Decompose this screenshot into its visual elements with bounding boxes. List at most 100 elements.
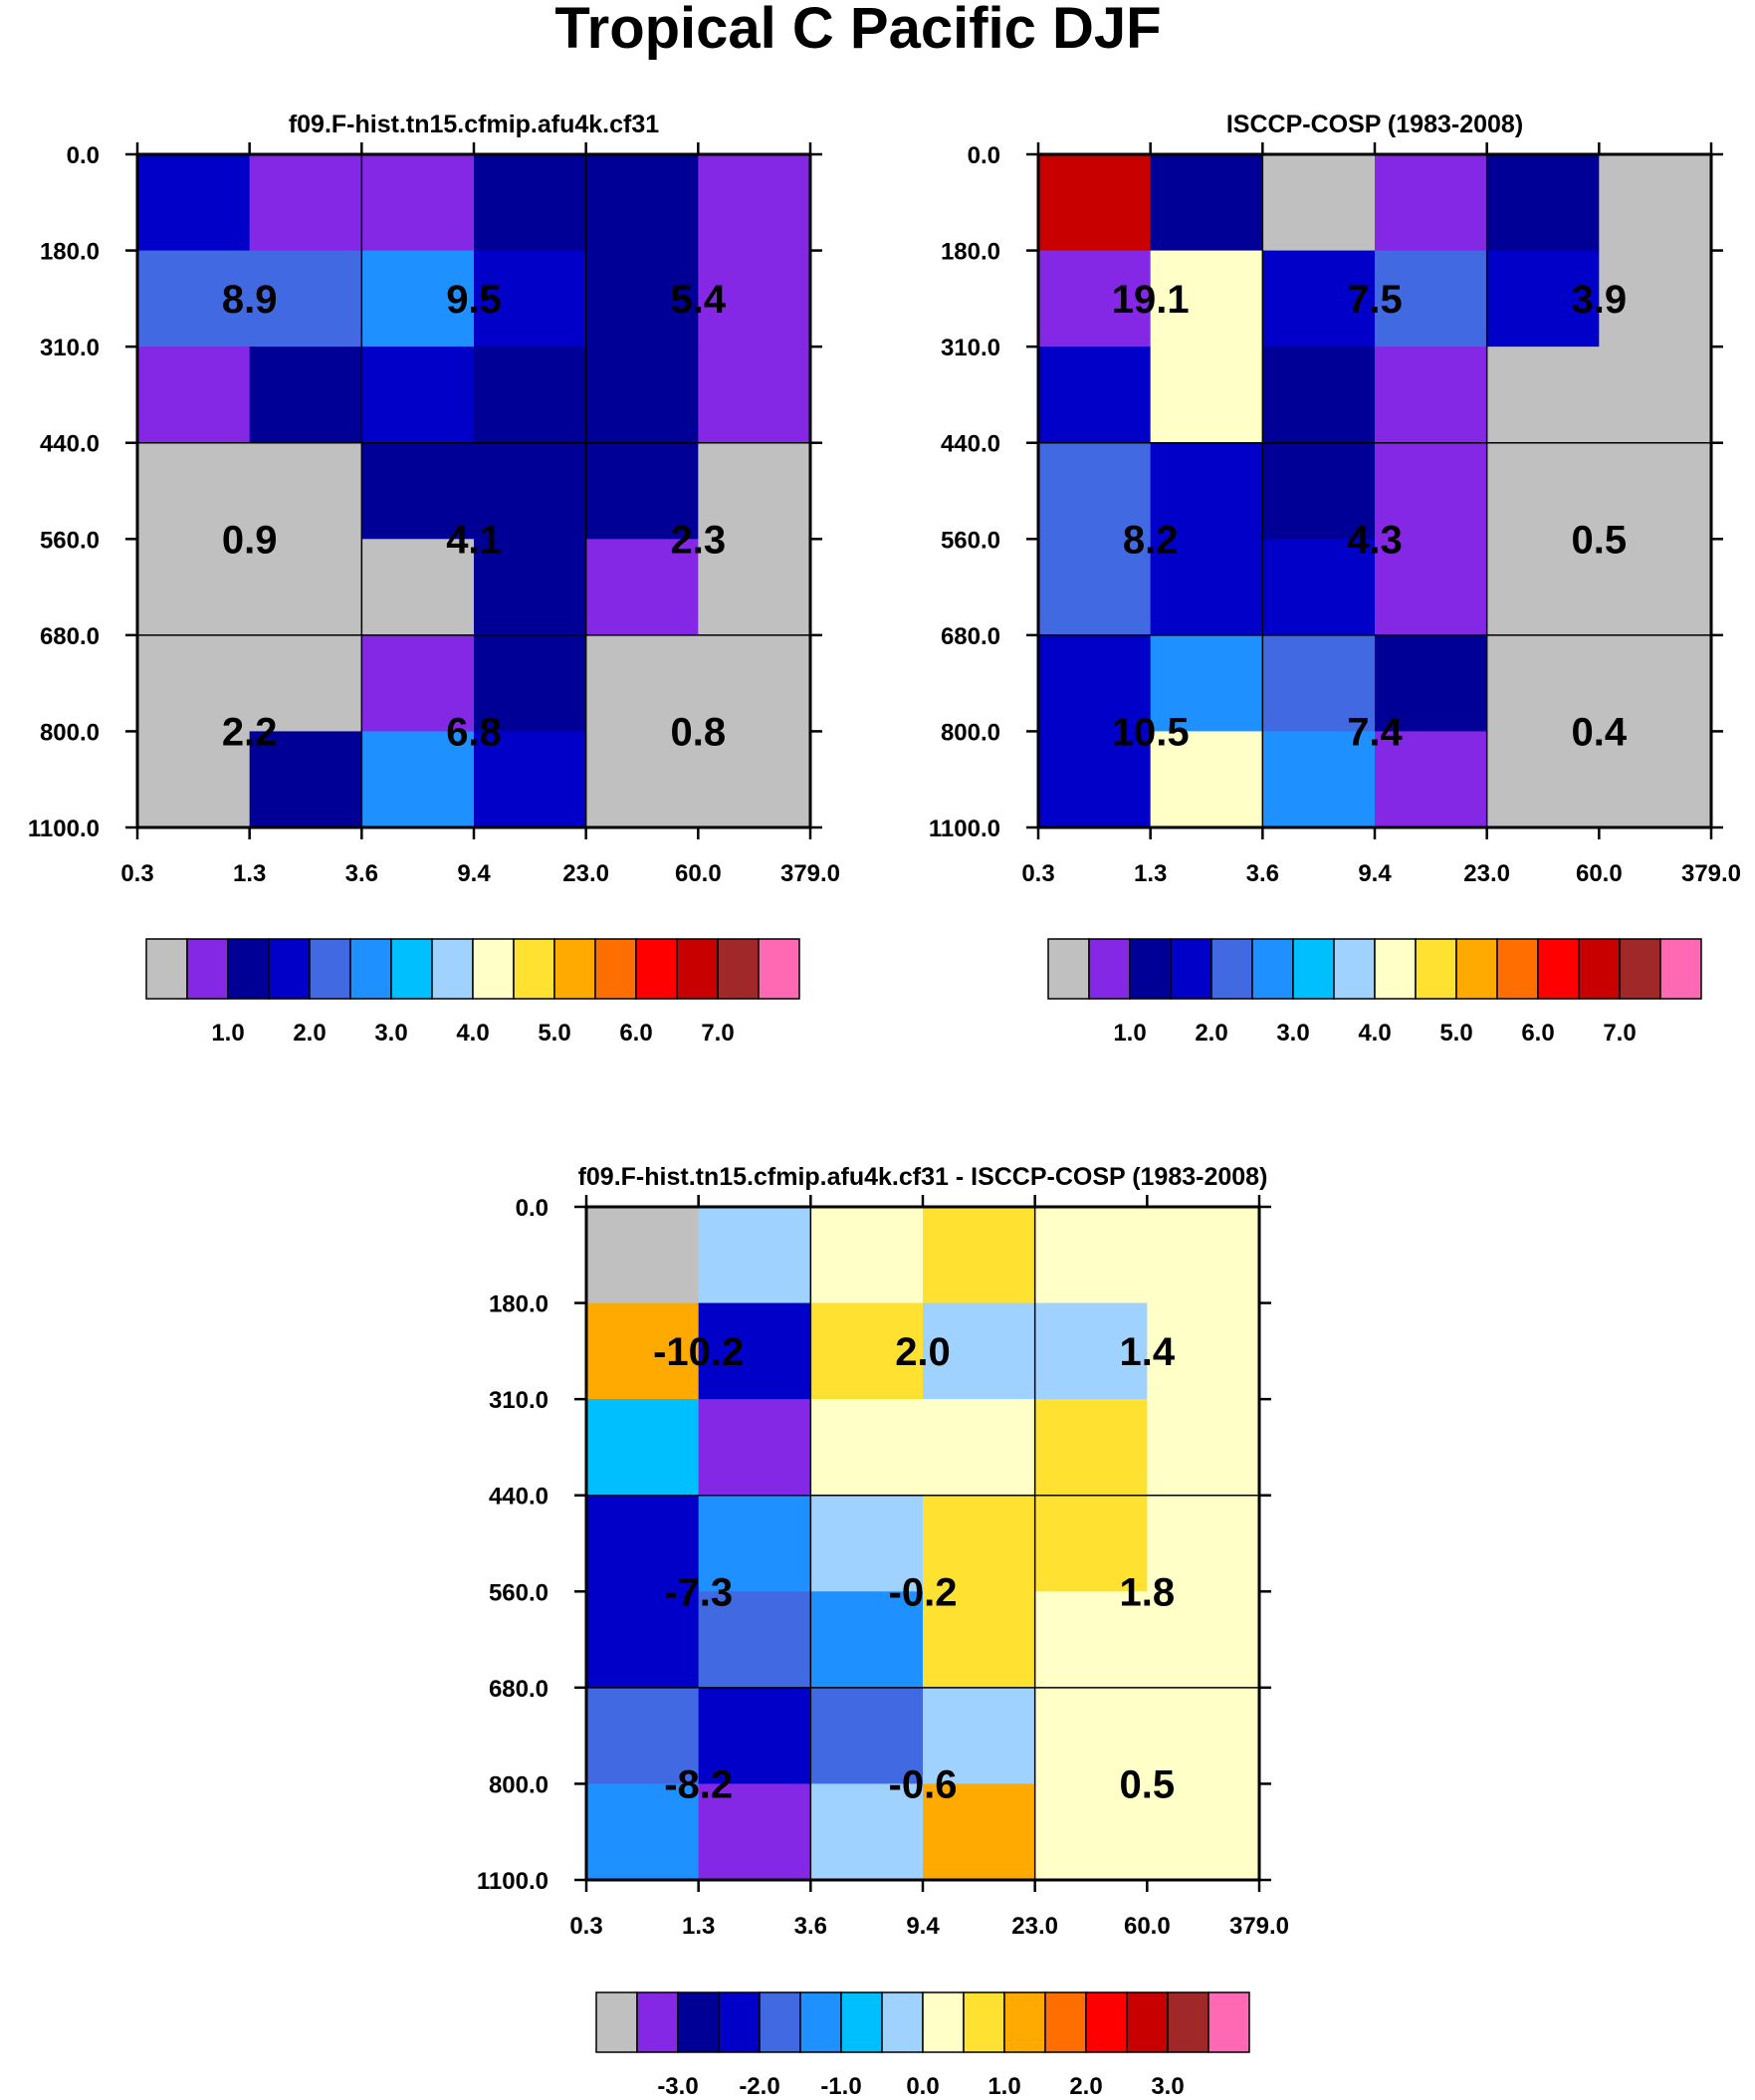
heatmap-cell — [1150, 250, 1263, 348]
colorbar-swatch — [1170, 938, 1212, 1000]
heatmap-cell — [1150, 539, 1263, 636]
colorbar-label: 1.0 — [1113, 1020, 1146, 1047]
panel-3: f09.F-hist.tn15.cfmip.afu4k.cf31 - ISCCP… — [477, 1163, 1289, 2100]
group-value-label: 8.2 — [1123, 518, 1179, 562]
group-value-label: 19.1 — [1112, 278, 1190, 322]
y-tick-label: 680.0 — [40, 623, 100, 650]
heatmap-cell — [923, 1783, 1036, 1881]
y-tick-label: 0.0 — [516, 1195, 548, 1222]
group-value-label: 1.8 — [1120, 1570, 1176, 1614]
heatmap-cell — [249, 634, 362, 732]
colorbar-swatch — [717, 938, 760, 1000]
group-value-label: -7.3 — [664, 1570, 733, 1614]
x-tick-label: 3.6 — [794, 1913, 827, 1940]
colorbar-swatch — [1578, 938, 1621, 1000]
heatmap-cell — [1150, 154, 1263, 252]
colorbar-label: 4.0 — [456, 1020, 489, 1047]
x-tick-label: 60.0 — [675, 860, 722, 887]
group-value-label: 0.5 — [1120, 1762, 1176, 1806]
heatmap-cell — [698, 634, 811, 732]
heatmap-cell — [1147, 1302, 1260, 1400]
colorbar-swatch — [1207, 1991, 1250, 2053]
colorbar-swatch — [1167, 1991, 1209, 2053]
colorbar-swatch — [1085, 1991, 1128, 2053]
heatmap-cell — [698, 1302, 811, 1400]
x-tick-label: 1.3 — [682, 1913, 715, 1940]
colorbar-swatch — [1537, 938, 1580, 1000]
colorbar-swatch — [268, 938, 311, 1000]
heatmap-cell — [361, 442, 475, 540]
y-tick-label: 310.0 — [941, 335, 1000, 361]
colorbar-label: 3.0 — [1276, 1020, 1309, 1047]
heatmap-cell — [249, 731, 362, 828]
group-value-label: 0.4 — [1572, 710, 1628, 754]
heatmap-cell — [698, 731, 811, 828]
heatmap-cell — [810, 1783, 924, 1881]
y-tick-label: 440.0 — [489, 1484, 548, 1511]
colorbar-swatch — [349, 938, 392, 1000]
heatmap-cell — [137, 731, 251, 828]
colorbar-label: -3.0 — [657, 2073, 698, 2100]
colorbar-swatch — [309, 938, 351, 1000]
heatmap-cell — [361, 539, 475, 636]
heatmap-cell — [1486, 347, 1600, 444]
heatmap-cell — [810, 1207, 924, 1304]
heatmap-cell — [474, 250, 587, 348]
y-tick-label: 560.0 — [40, 527, 100, 554]
heatmap-cell — [1038, 442, 1152, 540]
y-tick-label: 180.0 — [489, 1291, 548, 1318]
heatmap-cell — [1147, 1783, 1260, 1881]
heatmap-cell — [586, 1302, 700, 1400]
heatmap-cell — [1599, 539, 1712, 636]
heatmap-cell — [1147, 1687, 1260, 1784]
heatmap-cell — [586, 1207, 700, 1304]
heatmap-cell — [585, 634, 699, 732]
x-tick-label: 1.3 — [1134, 860, 1167, 887]
heatmap-cell — [698, 250, 811, 348]
heatmap-cell — [1375, 539, 1488, 636]
y-tick-label: 0.0 — [67, 142, 100, 169]
y-tick-label: 680.0 — [489, 1676, 548, 1703]
colorbar-label: 7.0 — [701, 1020, 734, 1047]
heatmap-cell — [810, 1399, 924, 1497]
group-value-label: 2.2 — [222, 710, 278, 754]
x-tick-label: 60.0 — [1124, 1913, 1171, 1940]
y-tick-label: 440.0 — [941, 431, 1000, 458]
heatmap-cell — [1486, 539, 1600, 636]
group-value-label: 0.5 — [1572, 518, 1628, 562]
heatmap-cell — [1150, 634, 1263, 732]
heatmap-cell — [137, 634, 251, 732]
colorbar-swatch — [1292, 938, 1335, 1000]
panel-title: f09.F-hist.tn15.cfmip.afu4k.cf31 — [289, 111, 659, 138]
group-value-label: 1.4 — [1120, 1330, 1176, 1374]
colorbar-label: -1.0 — [820, 2073, 861, 2100]
heatmap-cell — [810, 1495, 924, 1592]
heatmap-cell — [1034, 1495, 1148, 1592]
heatmap-cell — [1034, 1302, 1148, 1400]
y-tick-label: 1100.0 — [477, 1868, 548, 1895]
heatmap-cell — [361, 250, 475, 348]
heatmap-cell — [1262, 442, 1376, 540]
group-value-label: 4.1 — [446, 518, 502, 562]
x-tick-label: 23.0 — [1463, 860, 1510, 887]
heatmap-cell — [137, 539, 251, 636]
group-value-label: -8.2 — [664, 1762, 733, 1806]
colorbar-swatch — [472, 938, 515, 1000]
heatmap-cell — [923, 1495, 1036, 1592]
colorbar-swatch — [840, 1991, 883, 2053]
colorbar-label: 0.0 — [906, 2073, 939, 2100]
x-tick-label: 23.0 — [1011, 1913, 1058, 1940]
heatmap-cell — [1599, 154, 1712, 252]
colorbar-swatch — [594, 938, 637, 1000]
heatmap-cell — [1038, 634, 1152, 732]
colorbar-swatch — [186, 938, 229, 1000]
group-value-label: 2.3 — [671, 518, 727, 562]
group-value-label: 4.3 — [1347, 518, 1403, 562]
heatmap-cell — [137, 250, 251, 348]
y-tick-label: 1100.0 — [28, 816, 100, 842]
heatmap-cell — [698, 1591, 811, 1689]
colorbar-label: 7.0 — [1603, 1020, 1636, 1047]
colorbar-label: 4.0 — [1358, 1020, 1391, 1047]
colorbar-label: 3.0 — [374, 1020, 407, 1047]
